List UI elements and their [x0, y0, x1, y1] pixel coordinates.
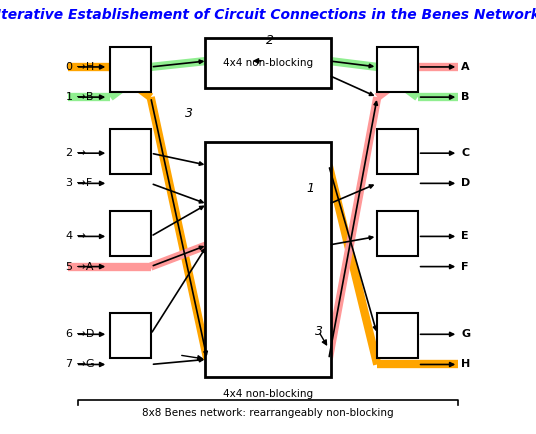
Text: 5 →A: 5 →A — [66, 262, 94, 272]
Text: D: D — [461, 178, 471, 188]
Text: 4x4 non-blocking: 4x4 non-blocking — [223, 389, 313, 399]
Text: 1: 1 — [307, 182, 315, 195]
Text: 0 →H: 0 →H — [66, 62, 95, 72]
Text: 3: 3 — [185, 107, 193, 120]
Text: B: B — [461, 92, 470, 102]
Text: F: F — [461, 262, 469, 272]
Text: C: C — [461, 148, 470, 158]
Text: 4x4 non-blocking: 4x4 non-blocking — [223, 58, 313, 68]
Bar — [110, 313, 151, 358]
Text: 1 →B: 1 →B — [66, 92, 94, 102]
Bar — [377, 47, 418, 92]
Text: 3: 3 — [315, 325, 323, 338]
Bar — [377, 210, 418, 256]
Bar — [110, 128, 151, 174]
Text: E: E — [461, 231, 469, 241]
Text: 2 →: 2 → — [66, 148, 86, 158]
Text: Iterative Establishement of Circuit Connections in the Benes Network: Iterative Establishement of Circuit Conn… — [0, 8, 536, 22]
Bar — [110, 47, 151, 92]
Text: 2: 2 — [266, 34, 274, 47]
Text: A: A — [461, 62, 470, 72]
Bar — [377, 128, 418, 174]
Text: 7 →G: 7 →G — [66, 359, 95, 369]
Bar — [205, 141, 331, 377]
Text: 8x8 Benes network: rearrangeably non-blocking: 8x8 Benes network: rearrangeably non-blo… — [142, 408, 394, 418]
Text: 6 →D: 6 →D — [66, 329, 95, 339]
Bar — [205, 38, 331, 88]
Text: H: H — [461, 359, 471, 369]
Bar — [377, 313, 418, 358]
Text: G: G — [461, 329, 471, 339]
Text: 4 →: 4 → — [66, 231, 86, 241]
Text: 3 →F: 3 →F — [66, 178, 93, 188]
Bar — [110, 210, 151, 256]
